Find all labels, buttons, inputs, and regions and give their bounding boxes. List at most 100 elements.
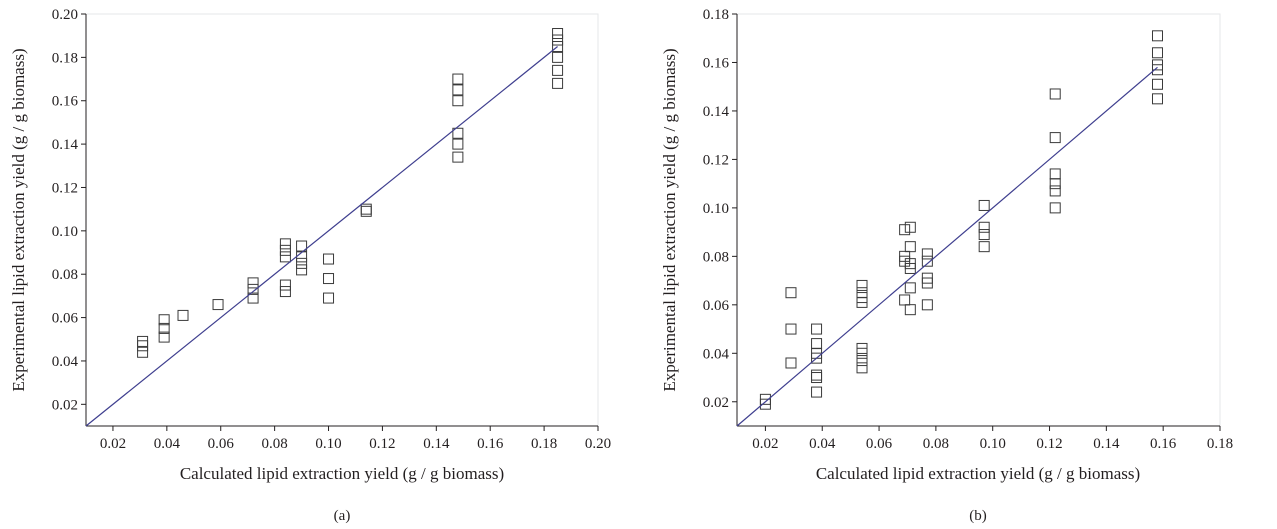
panel-b-data-point [1151,93,1163,105]
panel-a-data-point [177,309,189,321]
panel-b-data-point [1049,185,1061,197]
panel-b-data-point [921,248,933,260]
panel-a-data-point [212,299,224,311]
panel-b-data-point [1049,202,1061,214]
panel-b-ticks: 0.02 0.04 0.06 0.08 0.10 0.12 0.14 0.16 0.18 0.02… [703,7,1233,452]
panel-b-y-axis-label: Experimental lipid extraction yield (g /… [660,48,679,391]
panel-a-data-point [552,41,564,53]
panel-a-y-tick-label: 0.18 [52,50,78,66]
panel-b-x-tick-label: 0.08 [923,436,949,452]
panel-b-data-point [904,282,916,294]
panel-a-data-point [158,322,170,334]
panel-b-data-point [921,255,933,267]
panel-a-data-point [323,253,335,265]
panel-b-data-point [978,199,990,211]
panel-a-x-tick-label: 0.14 [423,436,450,452]
panel-b-x-tick-label: 0.06 [866,436,893,452]
panel-a-data-point [158,314,170,326]
panel-b-y-tick-label: 0.18 [703,7,729,23]
panel-b-y-tick-label: 0.04 [703,346,730,362]
panel-a-y-tick-label: 0.20 [52,7,78,23]
panel-a-data-point [552,51,564,63]
panel-a-data-point [552,77,564,89]
panel-b-chart: 0.02 0.04 0.06 0.08 0.10 0.12 0.14 0.16 0.18 0.02… [660,7,1233,524]
panel-a-fit-line-group [85,46,558,427]
panel-b-data-point [978,241,990,253]
panel-a-y-axis-label: Experimental lipid extraction yield (g /… [9,48,28,391]
panel-a-axes [85,14,598,427]
panel-a-y-tick-label: 0.04 [52,354,79,370]
panel-b-data-point [1151,30,1163,42]
panel-a-data-point [296,240,308,252]
panel-a-data-point [323,273,335,285]
panel-a-data-point [247,277,259,289]
panel-b-data-point [1151,59,1163,71]
panel-b-data-point [856,362,868,374]
panel-b-y-tick-label: 0.14 [703,104,730,120]
panel-b-data-point [978,229,990,241]
panel-a-data-point [552,64,564,76]
panel-b-data-point [785,287,797,299]
panel-b-data-point [1049,88,1061,100]
panel-b-data-point [811,386,823,398]
panel-b-y-tick-label: 0.16 [703,55,730,71]
panel-b-data-point [856,342,868,354]
panel-b-x-axis-label: Calculated lipid extraction yield (g / g… [816,464,1140,483]
panel-a-data-point [452,73,464,85]
panel-a-x-tick-label: 0.12 [369,436,395,452]
panel-a-x-tick-label: 0.02 [100,436,126,452]
panel-a-data-point [360,203,372,215]
panel-b-y-tick-label: 0.12 [703,152,729,168]
panel-a-x-tick-label: 0.10 [315,436,341,452]
panel-a-data-point [279,244,291,256]
panel-a-y-tick-label: 0.10 [52,224,78,240]
panel-a-data-point [137,346,149,358]
panel-b-data-point [904,258,916,270]
panel-b-y-tick-label: 0.08 [703,249,729,265]
panel-a-label: (a) [334,508,351,524]
panel-a-data-point [279,238,291,250]
panel-b-data-point [1049,132,1061,144]
panel-b-data-point [785,357,797,369]
panel-b-data-point [1049,168,1061,180]
panel-a-x-tick-label: 0.08 [262,436,288,452]
panel-a-data-point [323,292,335,304]
panel-b-data-point [856,287,868,299]
panel-a-y-tick-label: 0.08 [52,267,78,283]
panel-b-axes [736,14,1220,427]
panel-a-data-point [158,331,170,343]
panel-b-data-point [921,272,933,284]
panel-b-x-tick-label: 0.14 [1093,436,1120,452]
panel-a-data-point [452,138,464,150]
panel-a-x-axis-label: Calculated lipid extraction yield (g / g… [180,464,504,483]
panel-b-x-tick-label: 0.10 [980,436,1006,452]
panel-a-data-point [296,257,308,269]
panel-b-data-point [811,369,823,381]
panel-a-data-point [296,264,308,276]
panel-b-x-tick-label: 0.16 [1150,436,1177,452]
panel-b-data-point [1151,47,1163,59]
panel-b-label: (b) [969,508,987,524]
panel-a-data-point [247,283,259,295]
panel-a-data-point [279,279,291,291]
panel-b-data-point [904,221,916,233]
panel-b-x-tick-label: 0.18 [1207,436,1233,452]
panel-b-data-point [904,241,916,253]
panel-a-data-point [279,286,291,298]
panel-b-data-point [856,355,868,367]
panel-b-y-tick-label: 0.06 [703,298,730,314]
panel-b-data-point [1151,78,1163,90]
panel-a-x-tick-label: 0.06 [208,436,235,452]
panel-b-data-point [811,338,823,350]
panel-a-y-tick-label: 0.06 [52,311,79,327]
panel-a-data-point [552,34,564,46]
panel-a-x-tick-label: 0.18 [531,436,557,452]
panel-b-y-tick-label: 0.02 [703,395,729,411]
panel-b-data-point [904,304,916,316]
panel-a-data-point [552,28,564,40]
panel-b-data-point [856,279,868,291]
panel-b-data-point [921,299,933,311]
panel-b-fit-line-group [736,66,1158,427]
panel-a-y-tick-label: 0.14 [52,137,79,153]
